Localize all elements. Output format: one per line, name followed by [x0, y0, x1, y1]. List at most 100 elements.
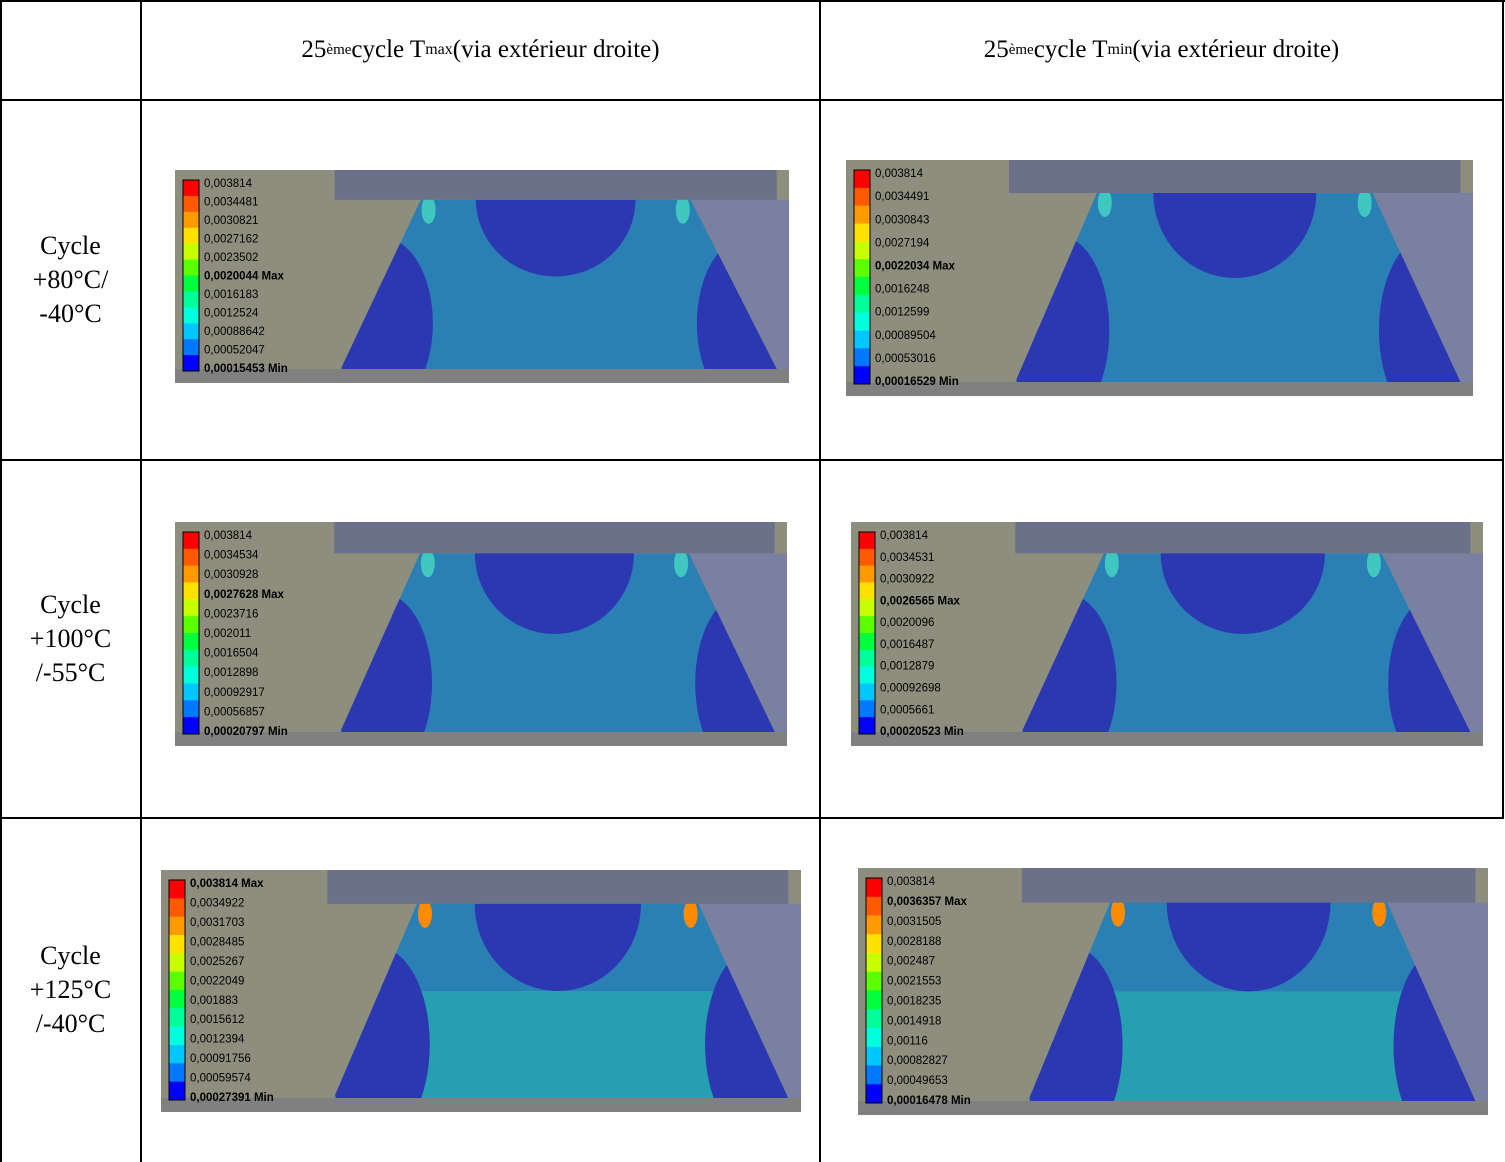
bottom-strip: [175, 369, 789, 383]
legend-label: 0,0030928: [204, 569, 258, 581]
legend-label: 0,00049653: [887, 1075, 948, 1087]
legend-label: 0,003814: [887, 876, 936, 888]
border: [0, 0, 1505, 2]
legend-label: 0,0014918: [887, 1015, 941, 1027]
simulation-image: 0,003814 0,0036357 Max 0,0031505 0,0028188 0…: [858, 868, 1488, 1115]
legend-frame: [182, 531, 200, 735]
legend-band: [169, 1081, 185, 1101]
legend-band: [183, 339, 199, 356]
text: ème: [326, 41, 352, 58]
bottom-strip: [161, 1098, 801, 1112]
legend-band: [183, 307, 199, 324]
legend-band: [183, 323, 199, 340]
legend-band: [183, 700, 199, 718]
legend-frame: [182, 179, 200, 372]
legend-label: 0,0020044 Max: [204, 271, 285, 283]
simulation-image: 0,003814 0,0034491 0,0030843 0,0027194 0,002…: [846, 160, 1473, 396]
legend-band: [183, 599, 199, 617]
legend-band: [866, 1065, 882, 1085]
text: +125°C: [29, 975, 112, 1004]
legend-band: [854, 348, 870, 367]
legend-band: [866, 971, 882, 991]
simulation-image: 0,003814 Max 0,0034922 0,0031703 0,0028485 0…: [161, 870, 801, 1112]
legend-band: [859, 616, 875, 634]
bottom-strip: [858, 1101, 1488, 1115]
text: cycle T: [1033, 36, 1108, 63]
legend-band: [854, 294, 870, 314]
border: [140, 0, 142, 1162]
legend-label: 0,0025267: [190, 956, 244, 968]
legend-band: [866, 953, 882, 973]
legend-label: 0,00056857: [204, 706, 265, 718]
legend-label: 0,0027628 Max: [204, 589, 285, 601]
legend-band: [169, 1045, 185, 1064]
legend-label: 0,0023502: [204, 252, 258, 264]
contour-region: [1160, 553, 1325, 634]
legend-band: [854, 241, 870, 260]
legend-label: 0,0030922: [880, 574, 934, 586]
contour-region: [1111, 902, 1125, 927]
legend-band: [183, 291, 199, 308]
contour-region: [1357, 193, 1372, 218]
contour-region: [1166, 902, 1331, 992]
legend-label: 0,0026565 Max: [880, 595, 961, 607]
legend-band: [866, 1046, 882, 1066]
text: cycle T: [351, 36, 426, 63]
legend-label: 0,00092917: [204, 687, 265, 699]
legend-band: [169, 935, 185, 954]
legend-band: [183, 666, 199, 684]
legend-band: [183, 195, 199, 213]
legend-band: [854, 170, 870, 189]
legend-band: [854, 259, 870, 278]
legend-band: [183, 717, 199, 735]
legend-band: [169, 916, 185, 936]
legend-label: 0,0012394: [190, 1034, 245, 1046]
legend-label: 0,0012599: [875, 307, 929, 319]
text: Cycle: [40, 590, 101, 619]
legend-label: 0,00016478 Min: [887, 1095, 971, 1107]
legend-band: [859, 582, 875, 600]
legend-label: 0,0021553: [887, 976, 941, 988]
legend-label: 0,0034922: [190, 897, 244, 909]
legend-label: 0,003814: [204, 530, 253, 542]
legend-label: 0,00089504: [875, 330, 936, 342]
legend-label: 0,0022034 Max: [875, 260, 956, 272]
legend-band: [859, 532, 875, 550]
contour-region: [475, 199, 636, 277]
legend-label: 0,0034531: [880, 552, 934, 564]
legend-label: 0,003814: [875, 168, 924, 180]
legend-band: [866, 1028, 882, 1048]
legend-band: [859, 717, 875, 735]
text: (via extérieur droite): [1132, 36, 1340, 63]
legend-label: 0,00116: [887, 1035, 928, 1047]
text: /-55°C: [35, 658, 106, 687]
legend-band: [866, 1084, 882, 1104]
legend-label: 0,0020096: [880, 617, 934, 629]
legend-frame: [168, 879, 186, 1101]
legend-label: 0,0012524: [204, 308, 259, 320]
border: [0, 99, 1504, 101]
contour: [340, 553, 775, 732]
legend-band: [854, 187, 870, 207]
legend-band: [859, 700, 875, 718]
text: ème: [1008, 41, 1034, 58]
legend-label: 0,0027194: [875, 237, 930, 249]
border: [0, 0, 2, 1162]
legend-label: 0,0016487: [880, 639, 934, 651]
contour-region: [1021, 553, 1471, 732]
legend-band: [169, 898, 185, 918]
legend-label: 0,00082827: [887, 1055, 948, 1067]
text: -40°C: [39, 299, 102, 328]
contour-region: [675, 199, 690, 224]
legend-band: [859, 649, 875, 668]
legend-label: 0,0034491: [875, 191, 929, 203]
bottom-strip: [175, 732, 787, 746]
legend-band: [859, 666, 875, 684]
text: (via extérieur droite): [452, 36, 660, 63]
side-region: [1381, 553, 1483, 732]
legend-band: [859, 633, 875, 651]
legend-label: 0,002011: [204, 628, 251, 640]
contour-region: [474, 903, 641, 992]
contour-region: [1104, 553, 1119, 578]
